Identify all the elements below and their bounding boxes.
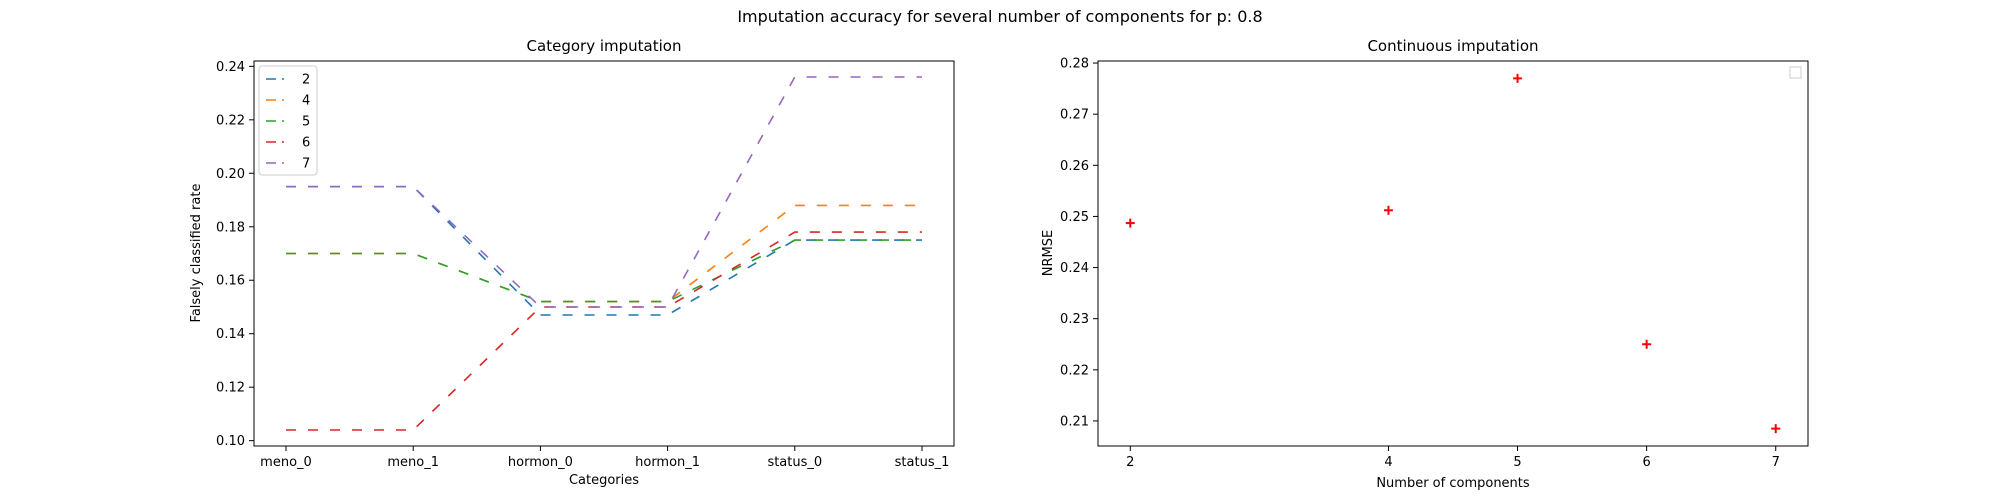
right-x-ticks: 2 4 5 6 7 [1126, 446, 1780, 470]
left-x-axis-label: Categories [569, 473, 639, 488]
right-x-tick-label: 5 [1513, 455, 1521, 470]
right-y-tick-label: 0.21 [1060, 414, 1089, 429]
right-y-tick-label: 0.28 [1060, 57, 1089, 72]
right-y-axis-label: NRMSE [1041, 230, 1056, 276]
legend-label-4: 4 [302, 94, 310, 109]
right-y-tick-label: 0.25 [1060, 210, 1089, 225]
left-y-tick-label: 0.24 [216, 60, 245, 75]
right-y-tick-label: 0.23 [1060, 312, 1089, 327]
left-y-tick-label: 0.16 [216, 274, 245, 289]
left-series-line-7 [286, 76, 922, 308]
left-x-tick-label: hormon_1 [635, 455, 700, 470]
right-y-ticks: 0.21 0.22 0.23 0.24 0.25 0.26 0.27 0.28 [1060, 57, 1098, 429]
left-y-tick-label: 0.12 [216, 381, 245, 396]
right-y-tick-label: 0.27 [1060, 108, 1089, 123]
legend-label-5: 5 [302, 115, 310, 130]
right-x-tick-label: 4 [1384, 455, 1392, 470]
right-empty-legend [1789, 66, 1802, 79]
scatter-point [1771, 424, 1781, 434]
left-x-tick-label: meno_0 [260, 455, 312, 470]
left-x-tick-label: status_1 [895, 455, 950, 470]
left-y-tick-label: 0.20 [216, 167, 245, 182]
legend-label-7: 7 [302, 157, 310, 172]
scatter-point [1513, 73, 1523, 83]
legend-label-2: 2 [302, 73, 310, 88]
right-y-tick-label: 0.26 [1060, 159, 1089, 174]
category-imputation-panel: Category imputation meno_0 meno_1 hormon_0… [189, 37, 955, 488]
right-x-axis-label: Number of components [1376, 476, 1530, 491]
legend-label-6: 6 [302, 136, 310, 151]
left-y-ticks: 0.10 0.12 0.14 0.16 0.18 0.20 0.22 0.24 [216, 60, 254, 449]
left-series-line-5 [286, 239, 922, 303]
left-series-line-6 [286, 231, 922, 431]
right-axes-frame [1097, 60, 1809, 447]
left-chart-title: Category imputation [527, 37, 682, 55]
left-series-lines [286, 76, 922, 431]
right-chart-title: Continuous imputation [1367, 37, 1538, 55]
right-y-tick-label: 0.24 [1060, 261, 1089, 276]
scatter-point [1642, 339, 1652, 349]
left-y-axis-label: Falsely classified rate [189, 184, 204, 323]
left-x-tick-label: meno_1 [387, 455, 439, 470]
right-y-tick-label: 0.22 [1060, 363, 1089, 378]
left-legend: 2 4 5 6 7 [258, 65, 318, 176]
left-y-tick-label: 0.10 [216, 434, 245, 449]
left-y-tick-label: 0.18 [216, 220, 245, 235]
figure-suptitle: Imputation accuracy for several number o… [737, 7, 1262, 26]
left-y-tick-label: 0.14 [216, 327, 245, 342]
right-x-tick-label: 6 [1642, 455, 1650, 470]
continuous-imputation-panel: Continuous imputation 2 4 5 6 7 0.21 0.22 0.23… [1041, 37, 1809, 491]
right-scatter-points [1125, 73, 1781, 434]
left-legend-box [258, 65, 318, 176]
left-x-tick-label: hormon_0 [508, 455, 573, 470]
right-x-tick-label: 7 [1772, 455, 1780, 470]
left-y-tick-label: 0.22 [216, 113, 245, 128]
left-axes-frame [253, 60, 955, 447]
left-x-tick-label: status_0 [767, 455, 822, 470]
scatter-point [1125, 218, 1135, 228]
scatter-point [1383, 205, 1393, 215]
right-x-tick-label: 2 [1126, 455, 1134, 470]
left-x-ticks: meno_0 meno_1 hormon_0 hormon_1 status_0 stat… [260, 446, 949, 470]
